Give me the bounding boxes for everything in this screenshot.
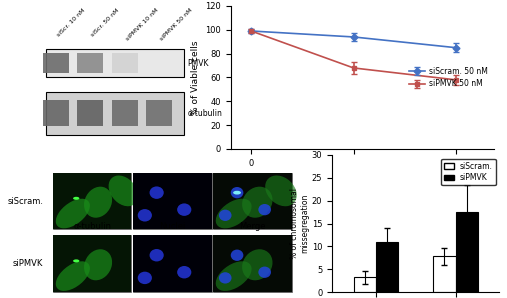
Ellipse shape — [56, 199, 90, 228]
Ellipse shape — [219, 272, 232, 284]
Bar — [133, 235, 212, 292]
Bar — [433, 256, 456, 292]
Ellipse shape — [177, 266, 191, 278]
Bar — [146, 53, 172, 73]
Circle shape — [73, 259, 80, 263]
Bar — [53, 173, 131, 229]
Text: Nuclei: Nuclei — [159, 222, 186, 231]
Ellipse shape — [216, 199, 251, 228]
Ellipse shape — [259, 266, 271, 278]
Bar — [77, 100, 103, 126]
Bar — [213, 173, 292, 229]
Text: Merge: Merge — [240, 222, 266, 231]
Ellipse shape — [150, 187, 164, 199]
Y-axis label: % of chromosomal
missegregation: % of chromosomal missegregation — [289, 188, 309, 259]
Bar — [43, 100, 69, 126]
Bar — [376, 242, 398, 292]
Legend: siScram., siPMVK: siScram., siPMVK — [441, 159, 495, 185]
Bar — [133, 235, 212, 292]
Bar — [112, 100, 138, 126]
Bar — [133, 173, 212, 229]
Text: α-tubulin: α-tubulin — [188, 109, 223, 118]
Bar — [43, 53, 69, 73]
Bar — [353, 277, 376, 292]
Text: siScr. 10 nM: siScr. 10 nM — [56, 7, 86, 38]
Bar — [133, 173, 212, 229]
Bar — [53, 235, 131, 292]
Bar — [213, 235, 292, 292]
Text: siPMVK: siPMVK — [13, 259, 43, 268]
Y-axis label: % of Viable cells: % of Viable cells — [191, 40, 200, 115]
Ellipse shape — [231, 187, 243, 198]
Ellipse shape — [242, 187, 272, 218]
Ellipse shape — [150, 249, 164, 261]
Circle shape — [233, 191, 241, 195]
Ellipse shape — [56, 261, 90, 291]
Bar — [77, 53, 103, 73]
Text: siPMVK 10 nM: siPMVK 10 nM — [125, 7, 159, 42]
Text: α-tubulin: α-tubulin — [73, 222, 111, 231]
Text: siScr. 50 nM: siScr. 50 nM — [90, 7, 120, 38]
Bar — [213, 235, 292, 292]
Text: siScram.: siScram. — [7, 197, 43, 206]
Ellipse shape — [216, 261, 251, 291]
X-axis label: IR (Gy): IR (Gy) — [344, 166, 381, 176]
Circle shape — [73, 197, 80, 200]
Bar — [53, 235, 131, 292]
Ellipse shape — [242, 249, 272, 280]
Text: PMVK: PMVK — [188, 59, 209, 68]
Ellipse shape — [177, 204, 191, 216]
Bar — [112, 53, 138, 73]
Bar — [53, 173, 131, 229]
Ellipse shape — [108, 176, 138, 206]
Ellipse shape — [265, 176, 297, 206]
Ellipse shape — [231, 250, 243, 261]
Ellipse shape — [259, 204, 271, 215]
Bar — [46, 92, 184, 135]
Bar — [456, 212, 478, 292]
Ellipse shape — [138, 209, 152, 221]
Legend: siScram. 50 nM, siPMVK 50 nM: siScram. 50 nM, siPMVK 50 nM — [407, 63, 490, 91]
Ellipse shape — [84, 249, 112, 280]
Ellipse shape — [219, 210, 232, 221]
Ellipse shape — [84, 187, 112, 218]
Bar — [213, 173, 292, 229]
Ellipse shape — [138, 272, 152, 284]
Bar — [146, 100, 172, 126]
Text: siPMVK 50 nM: siPMVK 50 nM — [159, 7, 194, 42]
Bar — [46, 49, 184, 77]
